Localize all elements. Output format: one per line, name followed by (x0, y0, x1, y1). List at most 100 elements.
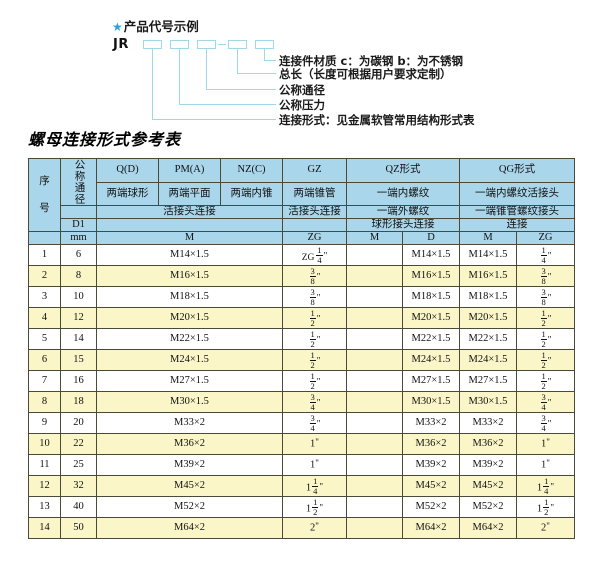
cell-gz-size: 1 2 " (282, 307, 347, 330)
cell-qz-d: M20×1.5 (402, 307, 460, 330)
cell-qz-m (346, 475, 403, 498)
cell-qz-m (346, 391, 403, 414)
cell-qg-zg: 1 4 " (515, 244, 576, 267)
cell-qg-m: M24×1.5 (459, 349, 517, 372)
leader-line-5 (152, 49, 276, 120)
cell-nominal-diameter: 16 (60, 370, 97, 393)
cell-qz-m (346, 349, 403, 372)
cell-qz-d: M45×2 (402, 475, 460, 498)
cell-gz-size: 1 2 " (282, 370, 347, 393)
cell-thread-m: M52×2 (96, 496, 283, 519)
cell-qg-m: M18×1.5 (459, 286, 517, 309)
cell-gz-size: 3 8 " (282, 265, 347, 288)
cell-thread-m: M27×1.5 (96, 370, 283, 393)
cell-nominal-diameter: 25 (60, 454, 97, 477)
cell-qg-zg: 3 8 " (515, 265, 576, 288)
header-desc3-qg: 连接 (458, 218, 576, 233)
spec-table-container: 序 号 公称通径 Q(D) PM(A) NZ(C) GZ QZ形式 QG形式 两… (28, 157, 576, 540)
header-code-qg: QG形式 (458, 158, 576, 183)
cell-qg-zg: 1 2 " (515, 328, 576, 351)
cell-qg-zg: 3 4 " (515, 391, 576, 414)
cell-nominal-diameter: 32 (60, 475, 97, 498)
cell-nominal-diameter: 6 (60, 244, 97, 267)
header-desc1-qd: 两端球形 (96, 181, 159, 206)
cell-seq: 12 (28, 475, 61, 498)
cell-qg-m: M22×1.5 (459, 328, 517, 351)
spec-table-body: 序 号 公称通径 Q(D) PM(A) NZ(C) GZ QZ形式 QG形式 两… (28, 157, 576, 540)
header-code-qd: Q(D) (96, 158, 159, 183)
cell-qz-d: M36×2 (402, 433, 460, 456)
cell-qg-m: M45×2 (459, 475, 517, 498)
header-nominal-diameter: 公称通径 (60, 158, 97, 206)
cell-qz-d: M33×2 (402, 412, 460, 435)
cell-seq: 7 (28, 370, 61, 393)
table-row: 6 15 M24×1.5 1 2 " M24×1.5 M24×1.5 1 2 " (28, 349, 576, 372)
header-desc2-qpn: 活接头连接 (96, 204, 283, 220)
header-unit-qpn-m: M (96, 231, 283, 246)
header-row-codes: 序 号 公称通径 Q(D) PM(A) NZ(C) GZ QZ形式 QG形式 (28, 157, 576, 233)
cell-thread-m: M33×2 (96, 412, 283, 435)
cell-nominal-diameter: 20 (60, 412, 97, 435)
cell-qz-m (346, 244, 403, 267)
cell-gz-size: 3 8 " (282, 286, 347, 309)
header-row-desc-1: 两端球形 两端平面 两端内锥 两端锥管 一端内螺纹 一端内螺纹活接头 (29, 181, 576, 206)
header-desc1-nzc: 两端内锥 (220, 181, 283, 206)
header-seq: 序 号 (28, 157, 61, 233)
table-row: 7 16 M27×1.5 1 2 " M27×1.5 M27×1.5 1 2 " (28, 370, 576, 393)
header-seq-bottom: 号 (39, 203, 50, 215)
product-code-heading-label: 产品代号示例 (123, 19, 199, 34)
header-unit-gz: ZG (282, 231, 347, 246)
leader-line-2 (237, 49, 276, 74)
table-row: 14 50 M64×2 2" M64×2 M64×2 2" (28, 517, 576, 540)
cell-seq: 10 (28, 433, 61, 456)
cell-qg-zg: 2" (515, 517, 576, 540)
cell-nominal-diameter: 50 (60, 517, 97, 540)
cell-gz-size: 1 1 4 " (282, 475, 347, 498)
cell-qz-m (346, 286, 403, 309)
header-unit-mm: mm (60, 231, 97, 246)
cell-qz-m (346, 265, 403, 288)
cell-thread-m: M16×1.5 (96, 265, 283, 288)
header-code-gz: GZ (282, 158, 347, 183)
table-row: 8 18 M30×1.5 3 4 " M30×1.5 M30×1.5 3 4 " (28, 391, 576, 414)
cell-gz-size: 3 4 " (282, 412, 347, 435)
header-desc3-qz: 球形接头连接 (346, 218, 460, 233)
cell-seq: 8 (28, 391, 61, 414)
table-row: 9 20 M33×2 3 4 " M33×2 M33×2 3 4 " (28, 412, 576, 435)
header-unit-qz-d: D (402, 231, 460, 246)
header-desc3-qpn (96, 218, 283, 233)
cell-qz-d: M22×1.5 (402, 328, 460, 351)
cell-qz-m (346, 517, 403, 540)
cell-nominal-diameter: 40 (60, 496, 97, 519)
product-code-heading: ★产品代号示例 (112, 16, 199, 35)
cell-qz-d: M16×1.5 (402, 265, 460, 288)
code-box-4 (228, 40, 247, 49)
callout-label-connection-type: 连接形式：见金属软管常用结构形式表 (279, 113, 475, 127)
product-code-diagram: ★产品代号示例 JR 连接件材质 c：为碳钢 b：为不锈钢 总长（长度可根据用户… (0, 0, 600, 128)
cell-qg-m: M33×2 (459, 412, 517, 435)
cell-seq: 6 (28, 349, 61, 372)
cell-qz-d: M52×2 (402, 496, 460, 519)
cell-seq: 13 (28, 496, 61, 519)
table-row: 1 6 M14×1.5 ZG 1 4 " M14×1.5 M14×1.5 1 4 " (28, 244, 576, 267)
cell-seq: 2 (28, 265, 61, 288)
cell-qg-zg: 3 8 " (515, 286, 576, 309)
cell-qz-m (346, 454, 403, 477)
cell-gz-size: 1" (282, 454, 347, 477)
cell-qz-d: M18×1.5 (402, 286, 460, 309)
cell-qz-m (346, 496, 403, 519)
cell-qg-zg: 1 1 4 " (515, 475, 576, 498)
cell-qg-m: M64×2 (459, 517, 517, 540)
cell-thread-m: M36×2 (96, 433, 283, 456)
cell-gz-size: 1 1 2 " (282, 496, 347, 519)
cell-qz-d: M64×2 (402, 517, 460, 540)
cell-qg-m: M27×1.5 (459, 370, 517, 393)
callout-label-nominal-pressure: 公称压力 (279, 98, 325, 112)
cell-nominal-diameter: 18 (60, 391, 97, 414)
code-box-3 (197, 40, 216, 49)
cell-qg-zg: 1 2 " (515, 370, 576, 393)
cell-gz-size: 3 4 " (282, 391, 347, 414)
table-row: 4 12 M20×1.5 1 2 " M20×1.5 M20×1.5 1 2 " (28, 307, 576, 330)
table-row: 12 32 M45×2 1 1 4 " M45×2 M45×2 1 1 4 " (28, 475, 576, 498)
cell-nominal-diameter: 22 (60, 433, 97, 456)
